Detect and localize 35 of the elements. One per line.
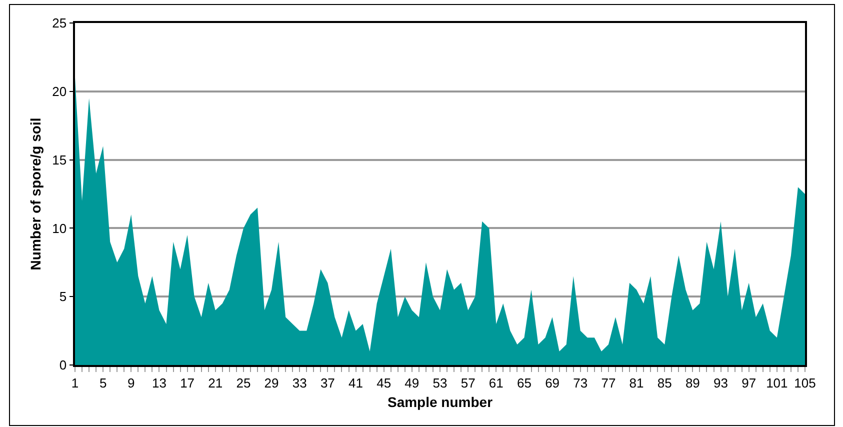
x-tick-label: 37 (320, 375, 335, 390)
x-tick-label: 5 (99, 375, 107, 390)
x-tick-label: 29 (264, 375, 279, 390)
x-tick-label: 93 (714, 375, 728, 390)
x-tick-label: 9 (128, 375, 135, 390)
x-tick-label: 17 (180, 375, 195, 390)
x-tick-label: 85 (657, 375, 672, 390)
x-tick-label: 21 (208, 375, 223, 390)
y-tick-label: 20 (52, 84, 67, 99)
x-tick-label: 69 (545, 375, 560, 390)
x-tick-label: 81 (629, 375, 644, 390)
x-tick-label: 13 (152, 375, 166, 390)
x-tick-label: 53 (432, 375, 448, 390)
x-tick-label: 33 (292, 375, 307, 390)
x-tick-label: 97 (742, 375, 756, 390)
x-tick-label: 89 (685, 375, 700, 390)
y-tick-label: 0 (59, 358, 67, 373)
x-tick-label: 101 (766, 375, 788, 390)
x-tick-label: 49 (404, 375, 420, 390)
x-tick-label: 105 (794, 375, 816, 390)
x-tick-label: 57 (460, 375, 476, 390)
y-tick-label: 15 (52, 152, 67, 168)
x-axis-title: Sample number (387, 394, 494, 410)
x-tick-label: 1 (71, 375, 79, 390)
y-axis-title: Number of spore/g soil (27, 118, 44, 270)
x-tick-label: 41 (348, 375, 364, 390)
y-tick-label: 10 (52, 220, 67, 236)
x-tick-label: 25 (236, 375, 251, 390)
y-tick-label: 5 (59, 289, 67, 304)
x-tick-label: 65 (516, 375, 532, 390)
y-tick-label: 25 (52, 16, 67, 31)
x-tick-label: 77 (601, 375, 616, 390)
x-tick-label: 61 (488, 375, 504, 390)
x-tick-label: 73 (573, 375, 588, 390)
x-tick-label: 45 (376, 375, 392, 390)
